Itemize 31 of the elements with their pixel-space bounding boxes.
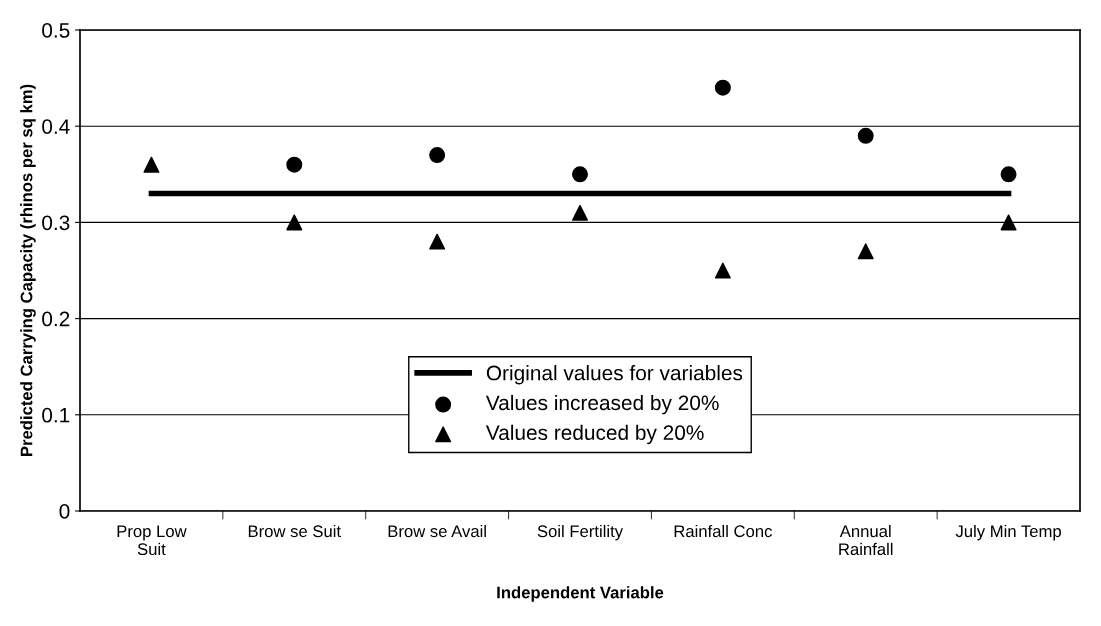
point bbox=[286, 214, 303, 231]
point bbox=[286, 156, 303, 173]
point bbox=[714, 262, 731, 279]
point bbox=[572, 204, 588, 221]
x-tick-label: Soil Fertility bbox=[537, 524, 624, 541]
y-axis-title: Predicted Carrying Capacity (rhinos per sq km) bbox=[20, 84, 36, 456]
point bbox=[1000, 214, 1017, 231]
x-axis-title: Independent Variable bbox=[497, 586, 664, 602]
y-tick-label: 0.4 bbox=[42, 119, 70, 134]
legend-label: Original values for variables bbox=[486, 365, 743, 385]
x-tick-label: Brow se Suit bbox=[248, 524, 341, 538]
x-tick-label: Prop Low Suit bbox=[117, 525, 187, 556]
y-tick-label: 0.5 bbox=[42, 23, 70, 38]
x-tick-label: Brow se Avail bbox=[388, 524, 486, 538]
y-tick-label: 0 bbox=[59, 504, 70, 519]
x-tick-label: Annual Rainfall bbox=[839, 524, 893, 556]
point bbox=[857, 243, 874, 260]
y-tick-label: 0.2 bbox=[42, 311, 70, 327]
point bbox=[143, 156, 160, 173]
point bbox=[572, 166, 588, 183]
point bbox=[429, 233, 446, 250]
x-tick-label: Rainfall Conc bbox=[674, 524, 772, 538]
x-tick-label: July Min Temp bbox=[955, 524, 1061, 541]
point bbox=[1000, 166, 1017, 183]
point bbox=[429, 147, 446, 164]
legend-label: Values reduced by 20% bbox=[485, 424, 704, 445]
point bbox=[714, 79, 731, 96]
y-tick-label: 0.3 bbox=[42, 215, 70, 231]
point bbox=[857, 127, 874, 144]
legend-label: Values increased by 20% bbox=[485, 394, 719, 415]
y-tick-label: 0.1 bbox=[42, 407, 70, 423]
